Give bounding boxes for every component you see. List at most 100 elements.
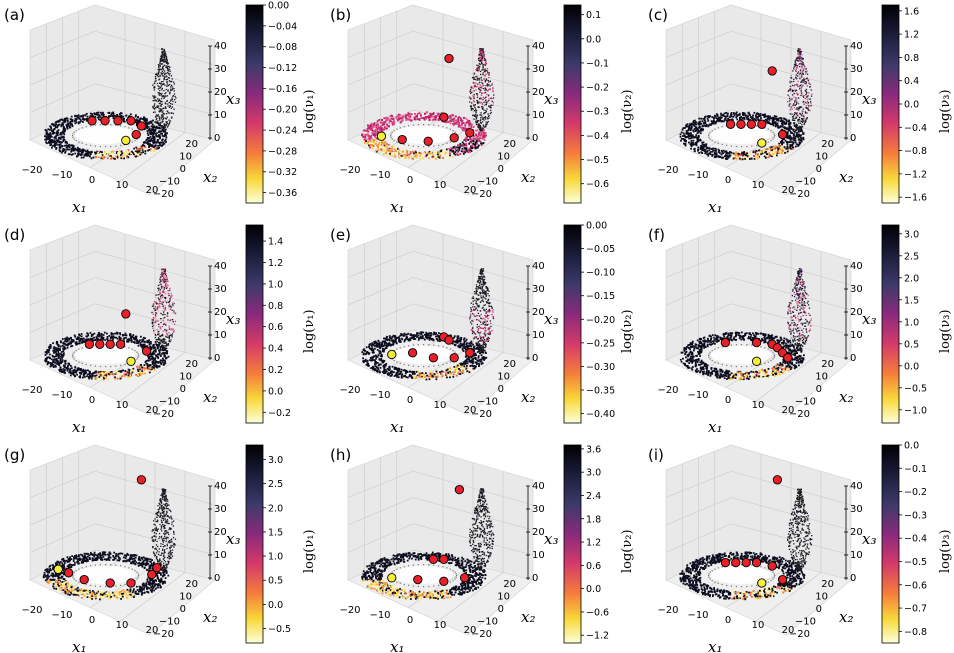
fin-point (794, 112, 796, 114)
ring-point (765, 149, 768, 152)
ring-point (45, 133, 48, 136)
fin-point (804, 97, 806, 100)
fin-point (471, 107, 473, 110)
hole-dot (73, 138, 75, 140)
ring-point (688, 137, 691, 140)
z-tick-label: 10 (532, 110, 545, 121)
ring-point (691, 143, 694, 146)
ring-point (464, 124, 467, 127)
fin-point (805, 105, 807, 107)
ring-point (438, 152, 441, 154)
ring-point (762, 154, 765, 156)
fin-point (796, 97, 798, 99)
ring-point (713, 152, 716, 154)
ring-point (766, 119, 768, 122)
ring-point (465, 147, 468, 150)
ring-point (56, 130, 59, 133)
hole-dot (774, 135, 776, 137)
fin-point (800, 59, 802, 61)
ring-point (54, 145, 56, 148)
ring-point (798, 141, 801, 144)
ring-point (112, 151, 115, 154)
fin-point (479, 63, 481, 66)
fin-point (162, 66, 164, 69)
fin-point (486, 101, 488, 103)
fin-point (163, 58, 165, 60)
ring-point (161, 133, 163, 135)
ring-point (373, 123, 375, 126)
fin-point (798, 125, 800, 127)
hole-dot (735, 145, 737, 148)
ring-point (92, 115, 95, 117)
ring-point (775, 115, 778, 118)
fin-point (794, 89, 796, 92)
ring-point (423, 118, 426, 121)
hole-dot (99, 145, 101, 148)
ring-point (402, 154, 405, 157)
ring-point (473, 143, 476, 146)
ring-point (705, 125, 707, 128)
ring-point (68, 122, 70, 125)
yellow-point (121, 135, 131, 146)
fin-point (483, 113, 485, 115)
ring-point (71, 125, 74, 128)
ring-point (694, 136, 697, 138)
ring-point (759, 151, 762, 153)
hole-dot (131, 141, 133, 143)
fin-point (484, 88, 487, 90)
fin-point (469, 90, 471, 92)
fin-point (801, 80, 803, 82)
fin-point (799, 77, 801, 80)
ring-point (735, 111, 738, 114)
red-point (767, 66, 777, 76)
fin-point (802, 84, 804, 86)
ring-point (142, 144, 144, 146)
ring-point (135, 155, 137, 158)
ring-point (744, 152, 747, 155)
fin-point (795, 76, 797, 78)
fin-point (478, 124, 480, 126)
fin-point (173, 108, 175, 110)
fin-point (799, 122, 802, 124)
ring-point (777, 145, 780, 148)
ring-point (720, 114, 723, 117)
fin-point (481, 85, 483, 87)
ring-point (770, 146, 773, 148)
ring-point (63, 352, 65, 355)
ring-point (695, 143, 698, 145)
ring-point (114, 332, 116, 335)
ring-point (744, 156, 746, 159)
ring-point (428, 119, 431, 121)
fin-point (164, 61, 167, 63)
ring-point (432, 112, 435, 114)
fin-point (159, 82, 161, 84)
ring-point (729, 154, 732, 157)
ring-point (709, 151, 712, 153)
fin-point (806, 98, 808, 100)
ring-point (472, 143, 475, 145)
fin-point (159, 108, 162, 110)
ring-point (123, 373, 126, 375)
ring-point (729, 115, 732, 117)
fin-point (483, 63, 485, 66)
ring-point (735, 151, 737, 154)
ring-point (130, 337, 132, 340)
ring-point (800, 140, 803, 143)
ring-point (167, 355, 170, 358)
fin-point (802, 114, 805, 116)
ring-point (756, 157, 759, 160)
ring-point (144, 141, 147, 144)
ring-point (724, 150, 727, 153)
ring-point (784, 139, 787, 142)
fin-point (481, 69, 483, 71)
ring-point (147, 340, 150, 343)
fin-point (155, 114, 158, 116)
ring-point (478, 144, 480, 147)
fin-point (481, 63, 483, 65)
ring-point (393, 151, 396, 154)
ring-point (465, 128, 468, 131)
fin-point (478, 106, 480, 108)
ring-point (453, 124, 455, 126)
ring-point (75, 371, 77, 374)
ring-point (471, 139, 474, 142)
